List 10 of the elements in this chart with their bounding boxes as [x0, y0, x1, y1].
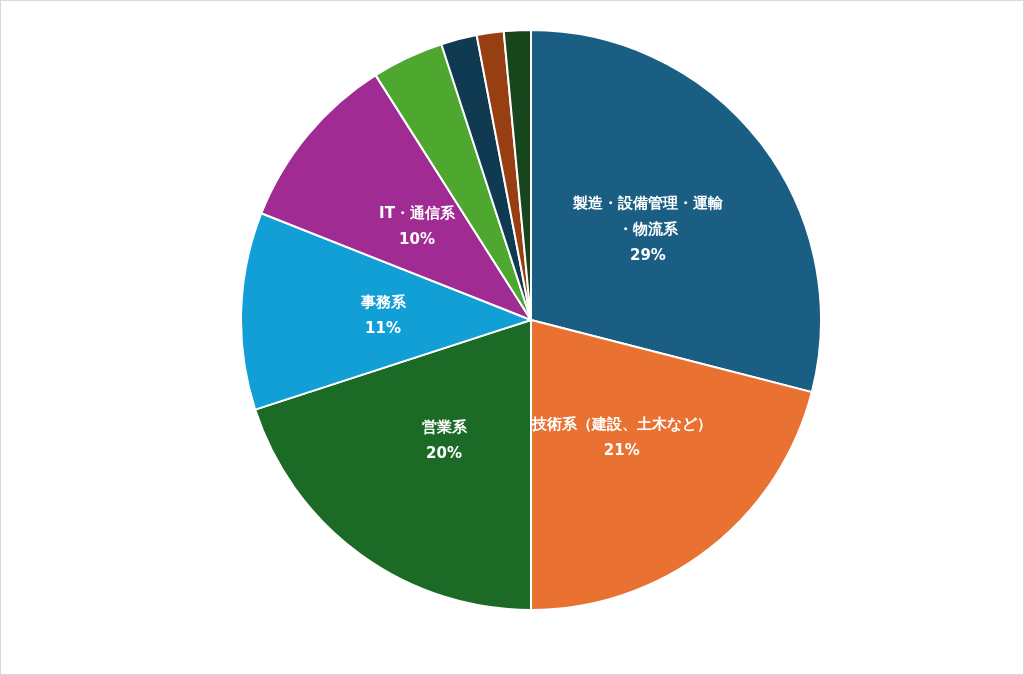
data-label: 20%: [426, 443, 462, 462]
slice-label: 営業系: [421, 417, 468, 436]
slice-label: IT・通信系: [379, 203, 456, 222]
slice-label: 技術系（建設、土木など）: [530, 414, 712, 433]
data-label: 29%: [629, 246, 666, 265]
slice-label: 事務系: [359, 293, 407, 312]
data-label: 21%: [603, 440, 640, 459]
data-label: 10%: [399, 229, 435, 248]
data-label: 11%: [365, 319, 402, 338]
slice-label: 製造・設備管理・運輸・物流系: [571, 194, 724, 239]
